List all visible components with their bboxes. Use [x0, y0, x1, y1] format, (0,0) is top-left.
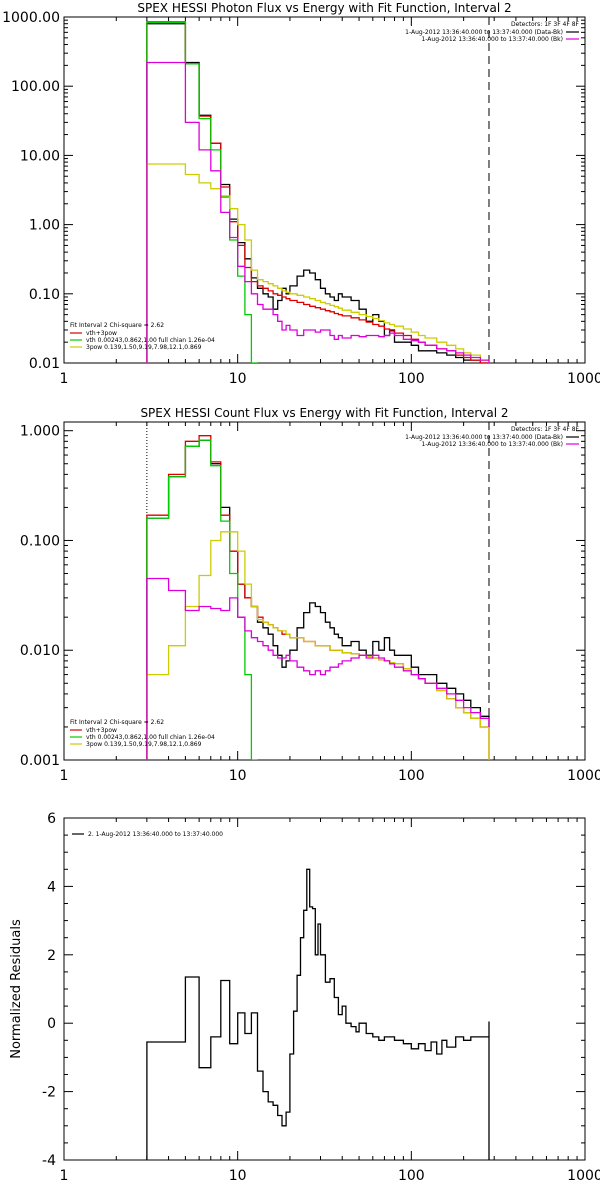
plot-frame [63, 16, 586, 364]
legend-bottom-entry: vth+3pow [86, 330, 117, 337]
y-tick-label: 4 [47, 879, 56, 895]
y-tick-label: 100.00 [11, 79, 60, 95]
series-line-0 [146, 439, 490, 760]
series-line-4 [146, 577, 490, 760]
legend-bottom-entry: 3pow 0.139,1.50,9.19,7.98,12.1,0.869 [86, 344, 202, 351]
y-tick-label: 0.010 [20, 643, 60, 659]
chart-title: SPEX HESSI Photon Flux vs Energy with Fi… [137, 1, 511, 15]
y-tick-label: 1000.00 [2, 10, 60, 26]
legend-bottom-header: Fit Interval 2 Chi-square = 2.62 [70, 322, 164, 329]
x-tick-label: 10 [229, 371, 247, 387]
series-line-1 [146, 435, 490, 760]
y-tick-label: 2 [47, 948, 56, 964]
series-line-0 [146, 868, 490, 1160]
legend-bottom-entry: vth 0.00243,0.862,1.00 full chian 1.26e-… [86, 337, 215, 344]
x-tick-label: 100 [398, 768, 425, 784]
x-tick-label: 1000 [567, 768, 600, 784]
legend-entry: 2. 1-Aug-2012 13:36:40.000 to 13:37:40.0… [88, 831, 223, 838]
plot-area [146, 868, 490, 1160]
legend-top-entry: 1-Aug-2012 13:36:40.000 to 13:37:40.000 … [421, 441, 563, 448]
photon-flux-chart: 1 10 100 1000 0.01 0.10 1.00 10.00 100.00 1000.00… [2, 1, 600, 387]
x-tick-label: 1000 [567, 1168, 600, 1184]
series-line-4 [146, 61, 490, 363]
legend-bottom-header: Fit Interval 2 Chi-square = 2.62 [70, 719, 164, 726]
series-line-2 [146, 439, 258, 760]
plot-frame [63, 817, 586, 1161]
count-flux-chart: 1 10 100 1000 0.001 0.010 0.100 1.000 SPEX HESSI… [20, 406, 600, 784]
x-tick-label: 10 [229, 768, 247, 784]
y-axis-label: Normalized Residuals [9, 919, 24, 1059]
y-tick-label: 0.100 [20, 533, 60, 549]
residuals-chart: 1 10 100 1000 -4 -2 0 2 4 6 Normalized Residuals 2.… [9, 811, 600, 1184]
series-line-2 [146, 21, 258, 363]
plot-area [146, 422, 490, 760]
y-tick-label: 0 [47, 1016, 56, 1032]
chart-title: SPEX HESSI Count Flux vs Energy with Fit… [140, 406, 508, 420]
legend-top-header: Detectors: 1F 3F 4F 8F [511, 21, 580, 28]
legend-top-entry: 1-Aug-2012 13:36:40.000 to 13:37:40.000 … [421, 36, 563, 43]
y-tick-label: 6 [47, 811, 56, 827]
y-tick-label: 0.01 [29, 356, 60, 372]
plot-frame [63, 421, 586, 761]
plot-area [146, 17, 490, 363]
series-line-3 [146, 531, 490, 760]
x-tick-label: 100 [398, 1168, 425, 1184]
x-tick-label: 1000 [567, 371, 600, 387]
y-tick-label: -2 [42, 1085, 56, 1101]
y-tick-label: -4 [42, 1153, 56, 1169]
x-tick-label: 1 [60, 1168, 69, 1184]
legend-top-entry: 1-Aug-2012 13:36:40.000 to 13:37:40.000 … [405, 434, 563, 441]
y-tick-label: 1.00 [29, 218, 60, 234]
x-tick-label: 1 [60, 371, 69, 387]
x-tick-label: 1 [60, 768, 69, 784]
x-tick-label: 10 [229, 1168, 247, 1184]
y-tick-label: 1.000 [20, 424, 60, 440]
y-tick-label: 0.001 [20, 753, 60, 769]
legend-bottom-entry: vth+3pow [86, 727, 117, 734]
series-line-0 [146, 23, 489, 363]
legend-top-header: Detectors: 1F 3F 4F 8F [511, 426, 580, 433]
legend-bottom-entry: vth 0.00243,0.862,1.00 full chian 1.26e-… [86, 734, 215, 741]
legend-top-entry: 1-Aug-2012 13:36:40.000 to 13:37:40.000 … [405, 29, 563, 36]
x-tick-label: 100 [398, 371, 425, 387]
y-tick-label: 0.10 [29, 287, 60, 303]
series-line-1 [146, 21, 489, 363]
legend-bottom-entry: 3pow 0.139,1.50,9.19,7.98,12.1,0.869 [86, 741, 202, 748]
series-line-3 [146, 163, 490, 363]
y-tick-label: 10.00 [20, 148, 60, 164]
